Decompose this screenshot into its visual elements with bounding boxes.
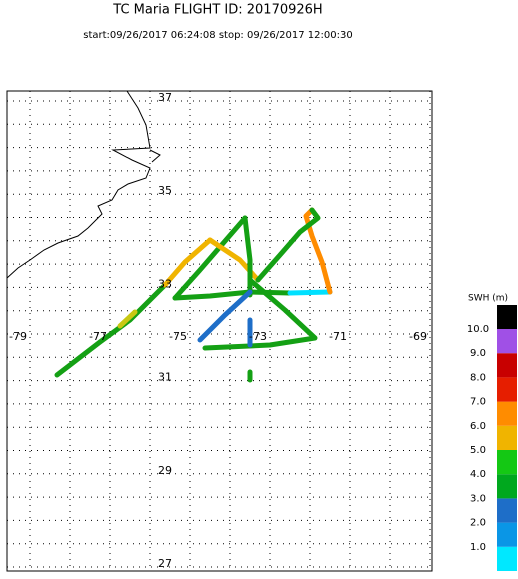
colorbar-title: SWH (m) — [468, 294, 508, 304]
map-frame — [6, 90, 433, 572]
colorbar-label: 4.0 — [470, 469, 486, 480]
colorbar-swatch — [497, 401, 517, 426]
colorbar-label: 1.0 — [470, 542, 486, 553]
colorbar: SWH (m) 1.0 2.0 3.0 4.0 5.0 6.0 7.0 8.0 9.0 10.0 — [467, 294, 517, 571]
colorbar-label: 3.0 — [470, 493, 486, 504]
colorbar-label: 7.0 — [470, 397, 486, 408]
colorbar-label: 6.0 — [470, 421, 486, 432]
colorbar-label: 5.0 — [470, 445, 486, 456]
lat-label: 37 — [158, 91, 172, 104]
colorbar-swatch — [497, 377, 517, 402]
grid — [7, 91, 432, 571]
lat-label: 33 — [158, 277, 172, 290]
colorbar-swatch — [497, 522, 517, 547]
lon-label: -79 — [9, 330, 27, 343]
axis-labels: -79 -77 -75 -73 -71 -69 37 35 33 31 29 27 — [9, 91, 427, 570]
lon-label: -69 — [409, 330, 427, 343]
lat-label: 29 — [158, 464, 172, 477]
subtitle: start:09/26/2017 06:24:08 stop: 09/26/20… — [83, 30, 352, 41]
lon-label: -73 — [249, 330, 267, 343]
colorbar-swatch — [497, 498, 517, 523]
colorbar-label: 8.0 — [470, 372, 486, 383]
coast-detail — [149, 149, 161, 163]
colorbar-swatch — [497, 425, 517, 450]
lon-label: -75 — [169, 330, 187, 343]
colorbar-swatch — [497, 329, 517, 354]
colorbar-swatch — [497, 353, 517, 378]
colorbar-label: 10.0 — [467, 324, 489, 335]
title: TC Maria FLIGHT ID: 20170926H — [112, 3, 322, 18]
lat-label: 27 — [158, 557, 172, 570]
lon-label: -77 — [89, 330, 107, 343]
flight-track — [54, 207, 333, 383]
colorbar-swatch — [497, 546, 517, 571]
colorbar-label: 2.0 — [470, 518, 486, 529]
colorbar-label: 9.0 — [470, 348, 486, 359]
colorbar-swatch — [497, 305, 517, 329]
coastline — [6, 90, 151, 279]
lat-label: 35 — [158, 184, 172, 197]
colorbar-swatch — [497, 450, 517, 475]
lat-label: 31 — [158, 371, 172, 384]
lon-label: -71 — [329, 330, 347, 343]
colorbar-swatch — [497, 474, 517, 499]
